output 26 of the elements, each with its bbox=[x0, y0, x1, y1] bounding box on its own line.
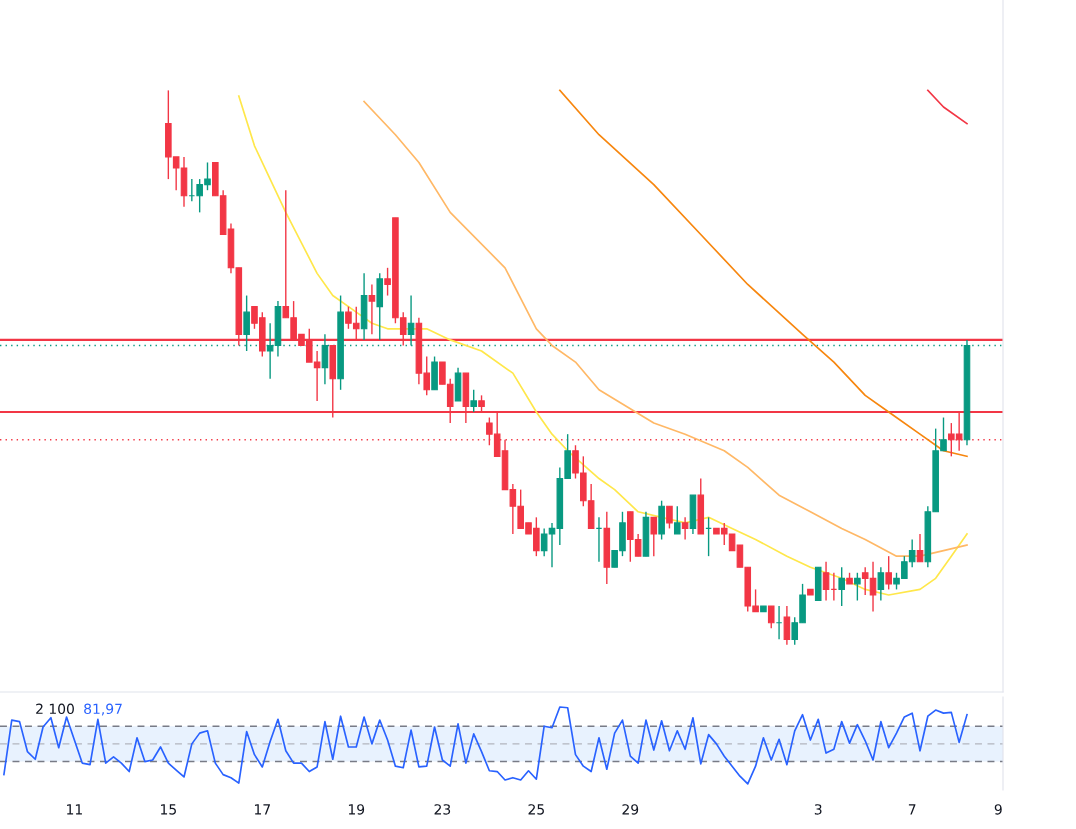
candlestick bbox=[838, 566, 846, 607]
x-tick-label: 11 bbox=[67, 804, 82, 815]
candlestick bbox=[767, 605, 775, 629]
candlestick bbox=[854, 572, 861, 602]
x-tick-label: 17 bbox=[254, 804, 270, 815]
x-tick-label: 7 bbox=[908, 804, 916, 815]
x-tick-label: 29 bbox=[622, 804, 639, 815]
x-tick-label: 15 bbox=[161, 804, 176, 815]
candlestick bbox=[673, 505, 681, 535]
candlestick bbox=[470, 389, 477, 413]
candlestick bbox=[822, 561, 830, 602]
candlestick bbox=[885, 555, 892, 591]
x-tick-label: 9 bbox=[994, 804, 1002, 815]
candlestick bbox=[650, 516, 658, 557]
annotation: 2 100 bbox=[36, 703, 74, 715]
candlestick bbox=[666, 505, 673, 530]
candlestick bbox=[877, 566, 885, 602]
annotation: 81,97 bbox=[84, 703, 122, 716]
candlestick bbox=[916, 533, 924, 563]
x-tick-label: 3 bbox=[814, 804, 822, 815]
candlestick bbox=[783, 605, 791, 646]
x-tick-label: 19 bbox=[348, 804, 365, 815]
candlestick bbox=[681, 516, 689, 541]
x-tick-label: 23 bbox=[434, 804, 451, 815]
candlestick bbox=[368, 283, 376, 336]
x-tick-label: 25 bbox=[528, 804, 544, 815]
